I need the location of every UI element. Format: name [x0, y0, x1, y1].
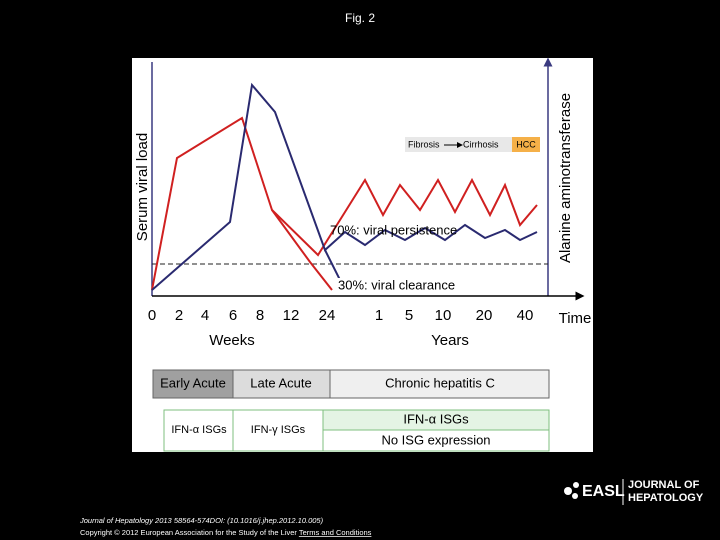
x-tick-label: 0: [148, 307, 156, 324]
citation: Journal of Hepatology 2013 58564-574DOI:…: [79, 516, 324, 525]
x-tick-label: 1: [375, 307, 383, 324]
x-tick-label: 20: [476, 307, 493, 324]
phase-box: [329, 369, 550, 399]
weeks-label: Weeks: [209, 332, 255, 349]
hcc-box: [512, 137, 540, 152]
progression: Fibrosis: [408, 139, 440, 149]
progression: HCC: [516, 139, 536, 149]
alt-clearance: [271, 209, 333, 291]
logo-journal: JOURNAL OF: [628, 479, 700, 491]
x-tick-label: 2: [175, 307, 183, 324]
x-tick-label: 8: [256, 307, 264, 324]
copyright-text: Copyright © 2012 European Association fo…: [80, 528, 297, 537]
phase-box: [152, 369, 234, 399]
isg: IFN-α ISGs: [171, 424, 227, 436]
x-ticks: 0 2 4 6 8 12 24 1 5 10 20 40: [148, 307, 534, 324]
x-tick-label: 24: [319, 307, 336, 324]
y-axis-label: Alanine aminotransferase: [557, 93, 574, 263]
logo-icon: [572, 493, 578, 499]
terms-link[interactable]: Terms and Conditions: [299, 528, 372, 537]
logo-icon: [573, 482, 579, 488]
logo-easl: EASL: [582, 483, 625, 500]
isg: IFN-γ ISGs: [251, 424, 306, 436]
x-tick-label: 4: [201, 307, 209, 324]
x-tick-label: 10: [435, 307, 452, 324]
annotation-bg: [336, 278, 470, 293]
logo-icon: [564, 487, 572, 495]
viral-curve: [151, 82, 538, 291]
phase: Late Acute: [250, 375, 311, 390]
logo-journal: HEPATOLOGY: [628, 492, 704, 504]
isg-box: [322, 429, 550, 452]
isg: IFN-α ISGs: [403, 411, 469, 426]
x-tick-label: 5: [405, 307, 413, 324]
x-unit: Time: [559, 310, 592, 327]
x-tick-label: 6: [229, 307, 237, 324]
x-tick-label: 12: [283, 307, 300, 324]
slide-title: Fig. 2: [345, 11, 375, 25]
annotation: 30%: viral clearance: [338, 277, 455, 292]
annotation: 70%: viral persistence: [330, 222, 457, 237]
copyright: Copyright © 2012 European Association fo…: [80, 528, 372, 537]
isg: No ISG expression: [381, 432, 490, 447]
phase: Early Acute: [160, 375, 226, 390]
alt-curve: [151, 116, 538, 291]
phase: Chronic hepatitis C: [385, 375, 495, 390]
isg-box: [163, 409, 234, 452]
progression: Cirrhosis: [463, 139, 499, 149]
isg-box: [232, 409, 324, 452]
phase-box: [232, 369, 331, 399]
x-tick-label: 40: [517, 307, 534, 324]
years-label: Years: [431, 332, 469, 349]
y-axis-label: Serum viral load: [134, 133, 151, 241]
